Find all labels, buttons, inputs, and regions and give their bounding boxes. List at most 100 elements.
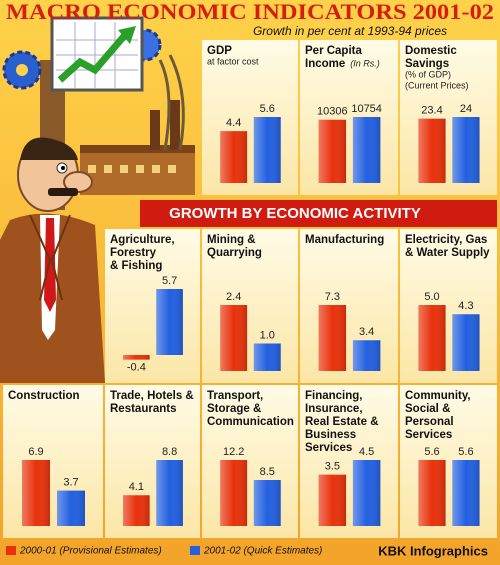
panel-title: & Water Supply (405, 247, 490, 259)
panel-title: & Fishing (110, 260, 162, 272)
value-label: 5.7 (162, 275, 177, 287)
bar-shine (57, 490, 85, 526)
value-label: 10754 (351, 103, 382, 115)
value-label: 1.0 (260, 329, 275, 341)
panel (400, 385, 497, 538)
panel (202, 229, 298, 383)
value-label: 23.4 (421, 105, 442, 117)
panel-title: Services (405, 429, 452, 441)
panel (3, 385, 103, 538)
bar-shine (220, 131, 248, 183)
panel-title: Income (305, 58, 345, 70)
bar-shine (123, 355, 150, 360)
bar-shine (156, 460, 183, 526)
value-label: 8.8 (162, 446, 177, 458)
panel-subtitle: at factor cost (207, 56, 259, 66)
value-label: 3.4 (359, 326, 374, 338)
panel (202, 385, 298, 538)
bar-shine (418, 305, 446, 371)
value-label: 6.9 (28, 446, 43, 458)
bar-shine (452, 314, 480, 371)
panel-title: Communication (207, 416, 294, 428)
value-label: 4.5 (359, 446, 374, 458)
value-label: -0.4 (127, 362, 146, 374)
legend-swatch (190, 546, 200, 555)
value-label: 3.5 (325, 461, 340, 473)
panel (400, 40, 497, 195)
bar-shine (352, 340, 381, 371)
panel-title: Forestry (110, 247, 157, 259)
panel (300, 229, 398, 383)
panel-title: Business (305, 429, 356, 441)
value-label: 12.2 (223, 446, 244, 458)
bar-shine (253, 117, 281, 183)
panel-title: Construction (8, 390, 80, 402)
panel-title: Services (305, 442, 352, 454)
panel (300, 40, 398, 195)
panel (105, 385, 200, 538)
bar-shine (418, 460, 446, 526)
panel-title: Domestic (405, 45, 457, 57)
value-label: 8.5 (260, 466, 275, 478)
panel-title: Social & (405, 403, 450, 415)
value-label: 2.4 (226, 291, 241, 303)
panel-title: Savings (405, 58, 449, 70)
section-banner (140, 200, 497, 227)
bar-shine (452, 460, 480, 526)
panel (105, 229, 200, 383)
value-label: 4.1 (129, 481, 144, 493)
bar-shine (418, 118, 446, 183)
value-label: 10306 (317, 106, 348, 118)
bar-shine (452, 117, 480, 183)
bar-shine (220, 460, 248, 526)
panel-title: Financing, (305, 390, 363, 402)
bar-shine (220, 305, 248, 371)
value-label: 5.6 (424, 446, 439, 458)
bar-shine (253, 480, 281, 526)
bar-shine (318, 305, 347, 371)
panel-title: GDP (207, 45, 232, 57)
panel-title: Personal (405, 416, 454, 428)
panel (202, 40, 298, 195)
title: MACRO ECONOMIC INDICATORS 2001-02 (6, 0, 494, 24)
bar-shine (318, 474, 347, 526)
panel-title: Manufacturing (305, 234, 384, 246)
credit: KBK Infographics (378, 543, 488, 558)
value-label: 5.0 (424, 291, 439, 303)
legend-label: 2001-02 (Quick Estimates) (203, 546, 322, 557)
section-heading: GROWTH BY ECONOMIC ACTIVITY (169, 205, 421, 222)
bar-shine (352, 460, 381, 526)
panel-title: Community, (405, 390, 471, 402)
subtitle: Growth in per cent at 1993-94 prices (253, 24, 447, 38)
bar-shine (156, 289, 183, 355)
bar-shine (123, 495, 150, 526)
panel-title: Agriculture, (110, 234, 175, 246)
panel-title: Mining & (207, 234, 256, 246)
panel-subtitle: (Current Prices) (405, 80, 469, 90)
panel-title: Per Capita (305, 45, 362, 57)
legend-swatch (6, 546, 16, 555)
illustration (0, 16, 195, 383)
panel-title: Electricity, Gas (405, 234, 487, 246)
bar-shine (253, 343, 281, 371)
value-label: 4.4 (226, 117, 241, 129)
bar-shine (22, 460, 50, 526)
bar-shine (318, 119, 347, 183)
panel (300, 385, 398, 538)
value-label: 24 (460, 103, 472, 115)
panel-title: Restaurants (110, 403, 176, 415)
panel-title: Insurance, (305, 403, 363, 415)
value-label: 5.6 (458, 446, 473, 458)
value-label: 3.7 (63, 477, 78, 489)
legend-label: 2000-01 (Provisional Estimates) (19, 546, 162, 557)
panel-title: Transport, (207, 390, 263, 402)
value-label: 5.6 (260, 103, 275, 115)
panel-note: (In Rs.) (350, 58, 380, 68)
panel-title: Trade, Hotels & (110, 390, 194, 402)
panel-title: Real Estate & (305, 416, 379, 428)
value-label: 7.3 (325, 291, 340, 303)
value-label: 4.3 (458, 300, 473, 312)
bar-shine (352, 117, 381, 183)
panel-title: Quarrying (207, 247, 262, 259)
